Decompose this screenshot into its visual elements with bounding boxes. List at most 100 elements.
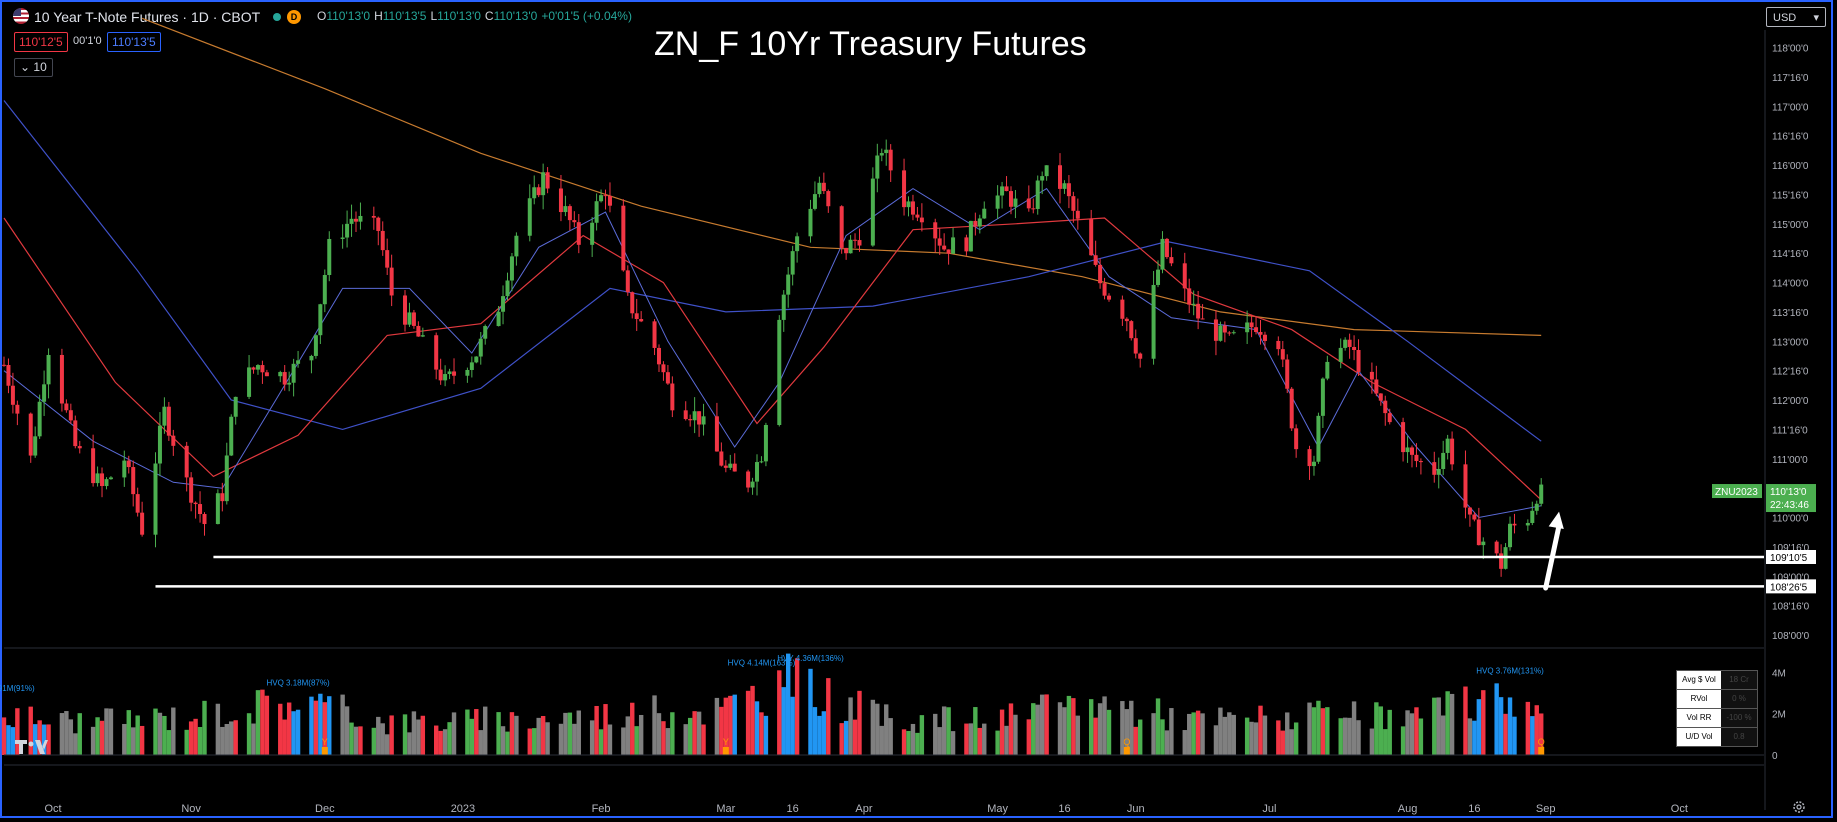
ma-slow-line: [3, 100, 1542, 442]
candle: [572, 220, 577, 223]
currency-select[interactable]: USD: [1766, 7, 1826, 28]
volume-bar: [1409, 713, 1415, 755]
symbol-title[interactable]: 10 Year T-Note Futures · 1D · CBOT: [34, 9, 261, 25]
volume-bar: [10, 727, 16, 755]
volume-bar: [1289, 729, 1294, 755]
volume-annotation: HVQ 3.76M(131%): [1476, 666, 1544, 675]
volume-bar: [941, 706, 947, 755]
volume-bar: [714, 697, 720, 755]
volume-bar: [1102, 696, 1107, 755]
volume-bar: [171, 707, 176, 755]
stats-key: Avg $ Vol: [1677, 671, 1721, 689]
volume-bar: [122, 723, 127, 755]
candle: [563, 206, 568, 213]
volume-bar: [1449, 693, 1455, 755]
volume-bar: [576, 710, 581, 755]
candle: [1405, 447, 1410, 453]
y-tick-label: 113'16'0: [1772, 308, 1809, 319]
candle: [1133, 338, 1138, 354]
volume-bar: [313, 700, 319, 755]
candle: [1196, 303, 1201, 319]
volume-bar: [15, 708, 20, 755]
y-tick-label: 108'00'0: [1772, 631, 1810, 642]
candle: [603, 195, 608, 197]
volume-bar: [1356, 720, 1361, 755]
volume-bar: [135, 715, 140, 755]
volume-bar: [661, 721, 666, 755]
candle: [781, 294, 786, 320]
ohlc-value: +0'01'5 (+0.04%): [541, 9, 632, 23]
candle: [371, 215, 376, 218]
x-tick-label: Apr: [855, 803, 872, 815]
candle: [327, 238, 332, 276]
candle: [1044, 165, 1049, 177]
volume-bar: [371, 727, 377, 755]
volume-bar: [527, 728, 532, 755]
sell-price-button[interactable]: 110'12'5: [14, 32, 68, 52]
volume-bar: [1481, 690, 1486, 755]
candle: [625, 270, 630, 293]
volume-bar: [1383, 729, 1388, 755]
candle: [33, 436, 38, 456]
volume-bar: [1195, 710, 1201, 755]
candle: [1476, 519, 1481, 546]
candle: [1098, 264, 1103, 284]
volume-bar: [933, 713, 938, 755]
candle: [1347, 339, 1352, 347]
volume-marker-label: Q: [1123, 737, 1130, 747]
candle: [403, 295, 408, 325]
candle: [264, 372, 269, 377]
candle: [296, 360, 301, 364]
y-tick-label: 111'00'0: [1772, 455, 1808, 466]
candle: [229, 416, 234, 456]
volume-bar: [826, 678, 831, 755]
arrow-head-icon: [1548, 511, 1564, 530]
volume-bar: [545, 722, 550, 755]
volume-bar: [848, 697, 853, 755]
volume-bar: [670, 712, 675, 755]
indicators-toggle-button[interactable]: ⌄ 10: [14, 58, 53, 77]
candle: [902, 170, 907, 208]
candle: [536, 187, 541, 196]
volume-bar: [1378, 706, 1384, 755]
candle: [104, 479, 109, 487]
volume-bar: [634, 726, 639, 755]
candle: [817, 182, 822, 195]
candle: [1414, 454, 1419, 462]
buy-price-button[interactable]: 110'13'5: [107, 32, 161, 52]
volume-bar: [1476, 699, 1482, 755]
volume-bar: [1191, 712, 1196, 755]
candle: [77, 446, 82, 449]
volume-bar: [1200, 713, 1205, 755]
candle: [527, 198, 532, 236]
y-tick-label: 112'16'0: [1772, 367, 1809, 378]
x-tick-label: 2023: [451, 803, 475, 815]
volume-bar: [777, 670, 782, 755]
volume-bar: [1285, 712, 1290, 755]
candle: [313, 335, 318, 356]
candle: [621, 205, 626, 271]
volume-bar: [589, 720, 595, 755]
us-flag-icon: [13, 8, 29, 24]
candle: [848, 239, 853, 254]
candle: [42, 384, 47, 402]
volume-bar: [202, 700, 207, 755]
volume-bar: [451, 712, 457, 755]
candle: [1432, 462, 1437, 475]
candle: [1294, 428, 1299, 450]
x-tick-label: Sep: [1536, 803, 1556, 815]
volume-bar: [389, 715, 394, 755]
volume-bar: [139, 725, 145, 755]
candle: [2, 364, 6, 366]
volume-bar: [745, 690, 751, 755]
volume-bar: [1151, 713, 1156, 755]
volume-bar: [812, 707, 818, 755]
volume-bar: [64, 711, 69, 755]
gear-icon[interactable]: [1792, 800, 1806, 814]
candle: [1316, 415, 1321, 462]
candle: [447, 371, 452, 375]
market-status: D: [269, 10, 309, 24]
candle: [933, 222, 938, 239]
candle: [1187, 288, 1192, 305]
